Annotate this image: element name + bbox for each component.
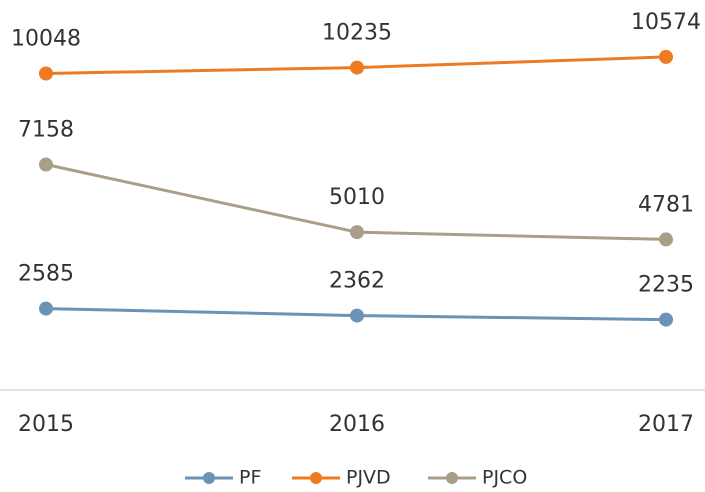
x-tick-label: 2015 <box>18 412 74 437</box>
legend-marker <box>446 472 458 484</box>
point <box>39 66 53 81</box>
point <box>39 301 53 316</box>
data-label: 2585 <box>18 262 74 287</box>
data-label: 7158 <box>18 118 74 143</box>
legend-label: PJCO <box>482 467 527 489</box>
data-label: 10574 <box>631 10 701 35</box>
x-tick-label: 2017 <box>638 412 694 437</box>
data-label: 10235 <box>322 21 392 46</box>
x-tick-label: 2016 <box>329 412 385 437</box>
point <box>350 60 364 75</box>
point <box>350 225 364 240</box>
point <box>39 157 53 172</box>
data-label: 2362 <box>329 269 385 294</box>
data-label: 2235 <box>638 273 694 298</box>
legend-label: PF <box>239 467 261 489</box>
data-label: 5010 <box>329 185 385 210</box>
point <box>350 308 364 323</box>
data-label: 10048 <box>11 26 81 51</box>
point <box>659 312 673 327</box>
point <box>659 49 673 64</box>
legend-marker <box>203 472 215 484</box>
legend-label: PJVD <box>346 467 391 489</box>
point <box>659 232 673 247</box>
data-label: 4781 <box>638 192 694 217</box>
legend-marker <box>310 472 322 484</box>
